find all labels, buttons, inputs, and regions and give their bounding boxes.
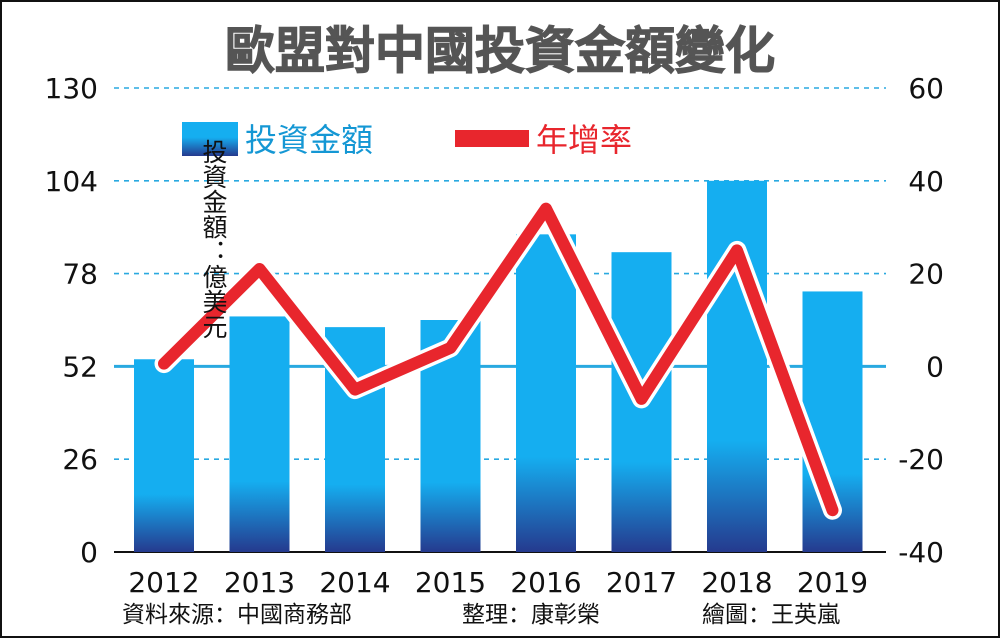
legend-bar-label: 投資金額 [245, 121, 373, 159]
bar-2013 [229, 316, 290, 552]
left-tick-label: 0 [80, 536, 98, 569]
legend: 投資金額 年增率 [182, 121, 632, 159]
growth-line-path [158, 202, 839, 517]
axis-ticks: 0 26 52 78 104 130 -40 -20 0 20 40 60 2012 2013 2014 20… [45, 72, 944, 599]
x-tick-label: 2013 [224, 566, 295, 599]
chart-title: 歐盟對中國投資金額變化 [225, 22, 775, 80]
right-tick-label: 20 [908, 258, 944, 291]
x-tick-label: 2014 [319, 566, 390, 599]
growth-line [154, 199, 842, 520]
legend-line-swatch [455, 130, 529, 147]
right-tick-label: -40 [898, 536, 944, 569]
bar-2016 [516, 234, 576, 553]
footer-editor: 整理：康彰榮 [462, 602, 600, 628]
legend-bar-swatch [182, 122, 238, 156]
x-tick-label: 2017 [606, 566, 677, 599]
x-tick-label: 2019 [797, 566, 868, 599]
x-tick-label: 2015 [415, 566, 486, 599]
left-tick-label: 52 [62, 350, 98, 383]
legend-line-label: 年增率 [536, 121, 632, 159]
right-axis-label-main: 年增率：% [969, 141, 998, 264]
left-tick-label: 26 [62, 443, 98, 476]
right-axis-label: 年增率：% [969, 141, 998, 264]
right-tick-label: 40 [908, 165, 944, 198]
left-tick-label: 130 [45, 72, 98, 105]
x-tick-label: 2016 [510, 566, 581, 599]
x-tick-label: 2012 [128, 566, 199, 599]
left-tick-label: 78 [62, 258, 98, 291]
right-tick-label: 0 [926, 350, 944, 383]
x-tick-label: 2018 [701, 566, 772, 599]
left-tick-label: 104 [45, 165, 98, 198]
footer-artist: 繪圖：王英嵐 [702, 602, 840, 628]
footer-source: 資料來源：中國商務部 [122, 602, 352, 628]
bar-2018 [707, 180, 767, 553]
right-tick-label: -20 [898, 443, 944, 476]
right-tick-label: 60 [908, 72, 944, 105]
bar-2012 [134, 359, 194, 552]
